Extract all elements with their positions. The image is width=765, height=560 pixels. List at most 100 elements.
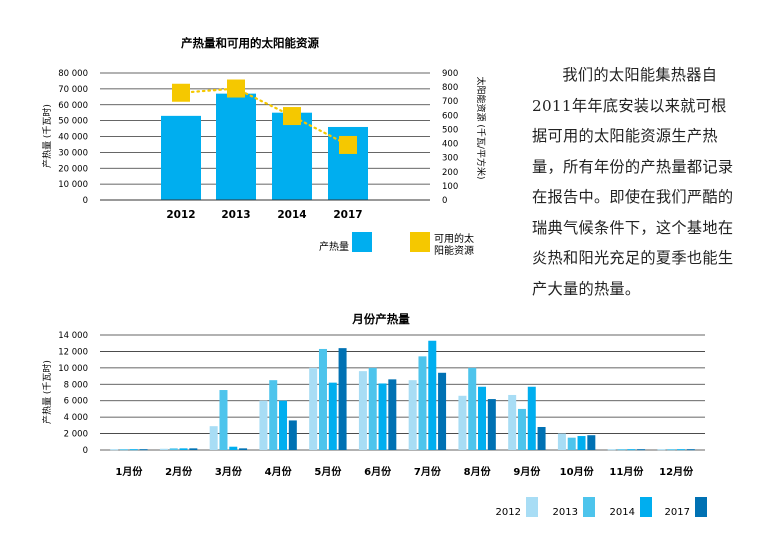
y-tick-label: 40 000 (58, 133, 88, 143)
y2-axis-label: 太阳能资源 (千瓦/平方米) (475, 77, 487, 180)
solar-marker-2017 (339, 135, 357, 154)
y-tick-label: 4 000 (64, 413, 88, 423)
y-tick-label: 80 000 (58, 69, 88, 79)
solar-marker-2014 (283, 107, 301, 126)
bar-6月份-2013 (368, 367, 377, 450)
x-tick-label: 6月份 (364, 465, 392, 478)
legend-label-2017: 2017 (665, 507, 690, 518)
x-tick-label: 7月份 (414, 465, 442, 478)
bar-7月份-2014 (428, 340, 437, 450)
bar-5月份-2013 (318, 348, 327, 450)
bar-1月份-2013 (119, 449, 128, 451)
bar-3月份-2013 (219, 390, 228, 450)
y2-tick-label: 400 (442, 140, 458, 150)
bar-11月份-2012 (607, 449, 616, 451)
bar-9月份-2012 (508, 394, 517, 450)
bar-4月份-2014 (279, 400, 288, 450)
bar-1月份-2012 (110, 449, 119, 451)
y-tick-label: 50 000 (58, 117, 88, 127)
y-tick-label: 60 000 (58, 101, 88, 111)
bar-9月份-2017 (537, 427, 546, 450)
y-tick-label: 20 000 (58, 164, 88, 174)
legend-label-heat: 产热量 (319, 240, 349, 253)
bar-1月份-2014 (129, 449, 138, 451)
bar-2014 (272, 112, 312, 200)
bar-12月份-2013 (667, 449, 676, 451)
bar-10月份-2013 (567, 437, 576, 450)
bar-8月份-2012 (458, 395, 467, 450)
x-tick-label: 3月份 (215, 465, 243, 478)
legend-swatch-heat (352, 232, 372, 252)
y-tick-label: 0 (83, 196, 88, 206)
y-tick-label: 10 000 (58, 364, 88, 374)
bar-11月份-2013 (617, 449, 626, 451)
y2-tick-label: 300 (442, 154, 458, 164)
x-tick-label: 8月份 (464, 465, 492, 478)
legend-label-2014: 2014 (610, 507, 635, 518)
bar-6月份-2017 (388, 379, 397, 450)
bar-8月份-2017 (487, 399, 496, 450)
bar-9月份-2013 (517, 408, 526, 450)
y2-tick-label: 700 (442, 97, 458, 107)
bar-4月份-2012 (259, 400, 268, 450)
y-tick-label: 14 000 (58, 331, 88, 341)
bar-7月份-2012 (408, 380, 417, 450)
bar-2月份-2013 (169, 448, 178, 450)
x-tick-label: 4月份 (265, 465, 293, 478)
bar-10月份-2014 (577, 436, 586, 450)
y2-tick-label: 500 (442, 125, 458, 135)
bar-10月份-2017 (587, 435, 596, 450)
bar-2013 (216, 93, 256, 200)
bar-3月份-2012 (209, 426, 218, 450)
bar-12月份-2017 (686, 449, 695, 451)
bar-6月份-2014 (378, 383, 387, 450)
bar-3月份-2017 (239, 448, 248, 450)
bar-9月份-2014 (527, 386, 536, 450)
legend-swatch-2013 (583, 497, 595, 517)
solar-resource-line (179, 87, 350, 147)
legend-swatch-2014 (640, 497, 652, 517)
y-tick-label: 2 000 (64, 430, 88, 440)
y-axis-label: 产热量 (千瓦时) (41, 104, 53, 168)
legend-swatch-2017 (695, 497, 707, 517)
y-axis-label: 产热量 (千瓦时) (41, 360, 53, 424)
x-tick-label: 2014 (277, 209, 306, 221)
x-tick-label: 10月份 (560, 465, 595, 478)
y-tick-label: 10 000 (58, 180, 88, 190)
bar-8月份-2014 (478, 386, 487, 450)
y2-tick-label: 600 (442, 111, 458, 121)
bar-7月份-2013 (418, 356, 427, 450)
bar-6月份-2012 (358, 371, 367, 450)
y-tick-label: 6 000 (64, 397, 88, 407)
legend-swatch-solar (410, 232, 430, 252)
y2-tick-label: 0 (442, 196, 447, 206)
bar-8月份-2013 (468, 367, 477, 450)
y2-tick-label: 200 (442, 168, 458, 178)
y-tick-label: 70 000 (58, 85, 88, 95)
x-tick-label: 5月份 (314, 465, 342, 478)
bar-2月份-2017 (189, 448, 198, 450)
bar-10月份-2012 (557, 433, 566, 450)
bar-2月份-2014 (179, 448, 188, 450)
description-paragraph: 我们的太阳能集热器自2011年年底安装以来就可根据可用的太阳能资源生产热量，所有… (532, 66, 734, 298)
x-tick-label: 1月份 (115, 465, 143, 478)
bar-12月份-2014 (677, 449, 686, 451)
bar-2月份-2012 (159, 448, 168, 450)
bar-5月份-2014 (328, 382, 337, 450)
bar-7月份-2017 (438, 372, 447, 450)
y-tick-label: 0 (83, 446, 88, 456)
legend-label-solar-line2: 阳能资源 (434, 244, 474, 257)
bar-4月份-2013 (269, 380, 278, 450)
bar-3月份-2014 (229, 446, 238, 450)
bar-4月份-2017 (288, 420, 297, 450)
solar-marker-2013 (227, 79, 245, 98)
chart-1-title: 产热量和可用的太阳能资源 (181, 36, 319, 50)
x-tick-label: 2017 (333, 209, 362, 221)
bar-2012 (161, 115, 201, 200)
x-tick-label: 2月份 (165, 465, 193, 478)
y2-tick-label: 100 (442, 182, 458, 192)
y-tick-label: 12 000 (58, 347, 88, 357)
y2-tick-label: 800 (442, 83, 458, 93)
chart-2-title: 月份产热量 (351, 312, 410, 326)
